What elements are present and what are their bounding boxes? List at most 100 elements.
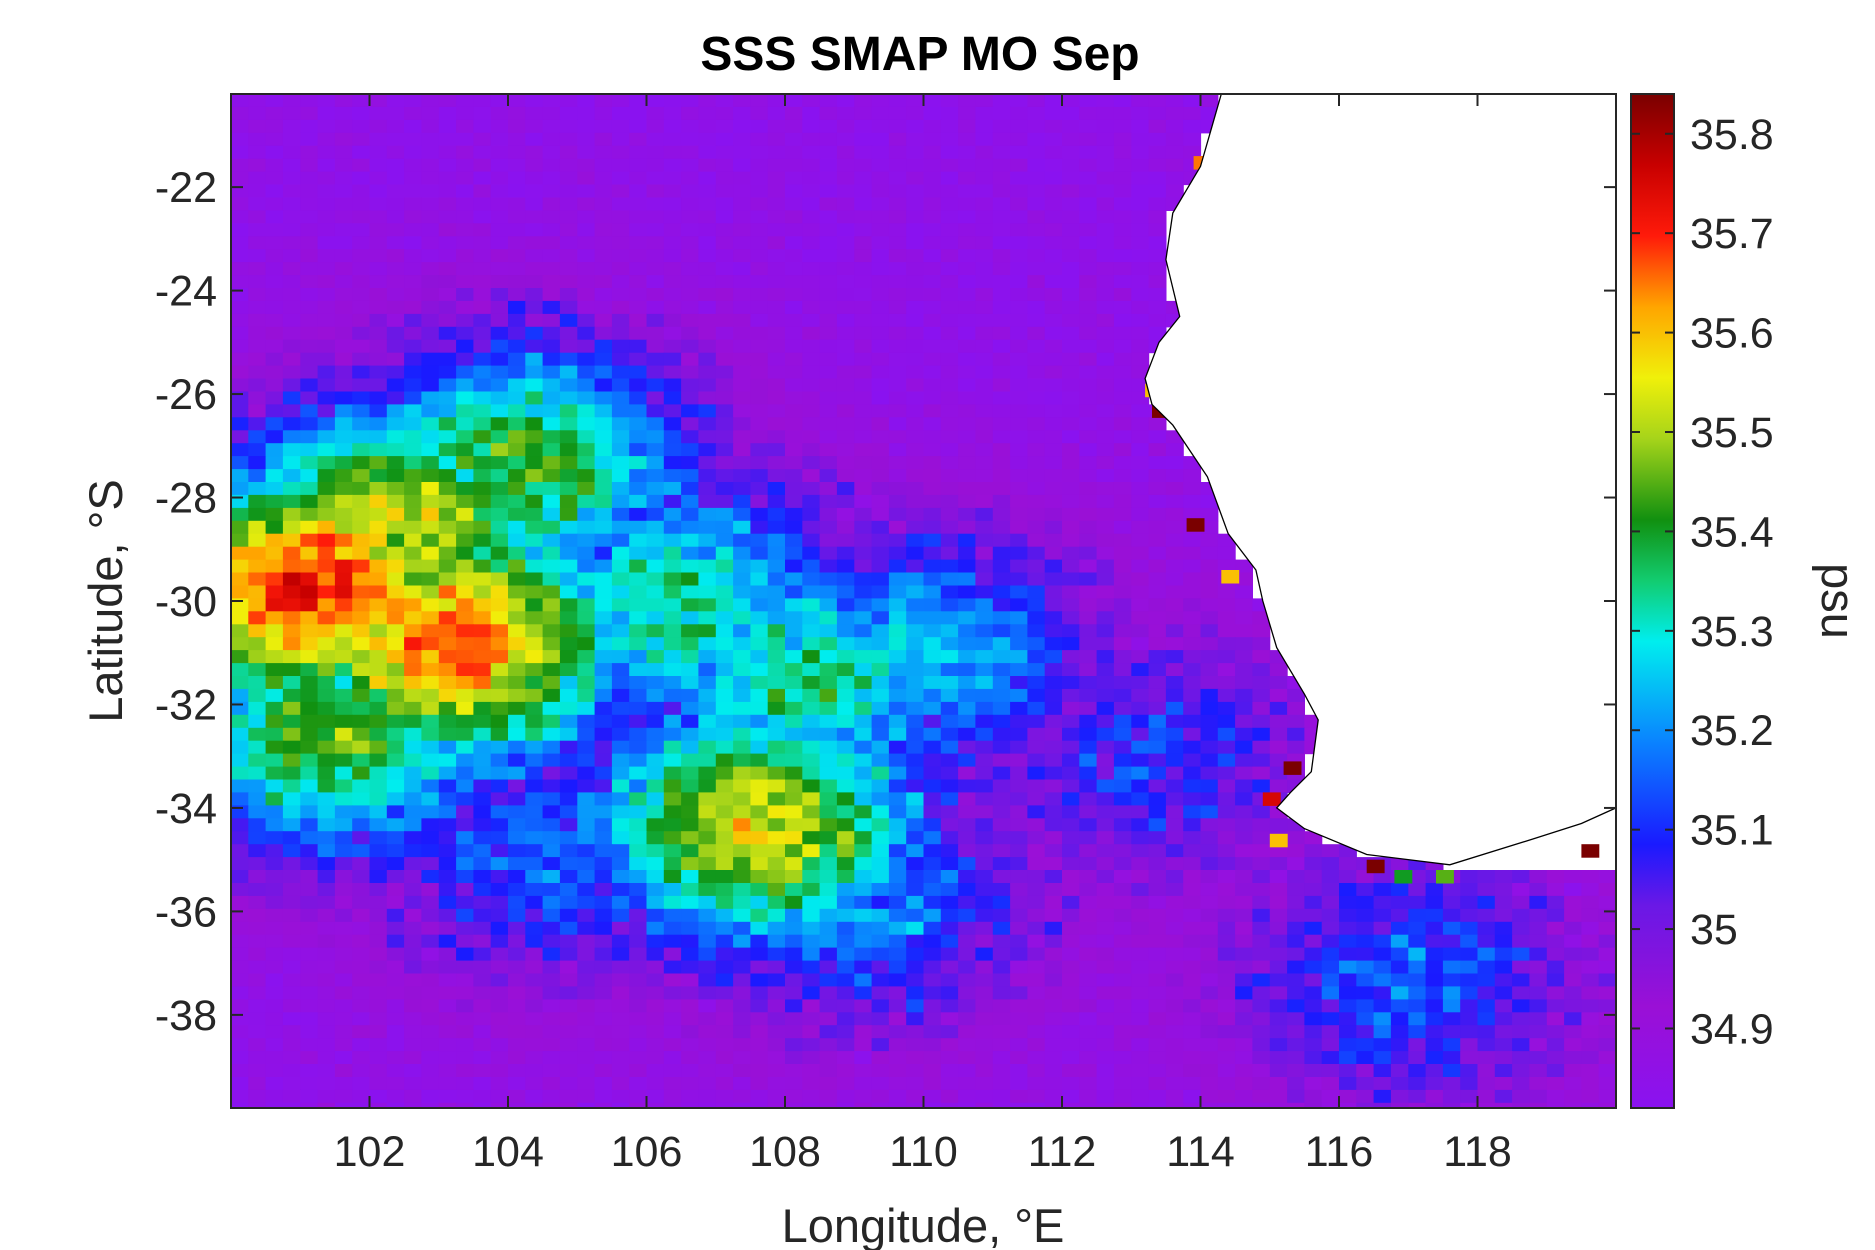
heatmap-cell bbox=[1200, 494, 1219, 509]
heatmap-cell bbox=[1113, 210, 1132, 224]
heatmap-cell bbox=[715, 908, 734, 923]
heatmap-cell bbox=[559, 249, 578, 263]
heatmap-cell bbox=[369, 637, 388, 651]
heatmap-cell bbox=[629, 1038, 648, 1052]
heatmap-cell bbox=[629, 158, 648, 173]
heatmap-cell bbox=[404, 818, 422, 832]
heatmap-cell bbox=[1010, 663, 1028, 677]
heatmap-cell bbox=[1044, 1012, 1063, 1026]
heatmap-cell bbox=[265, 313, 284, 328]
heatmap-cell bbox=[802, 1012, 821, 1026]
heatmap-cell bbox=[404, 546, 422, 561]
heatmap-cell bbox=[663, 637, 682, 651]
heatmap-cell bbox=[265, 197, 284, 211]
heatmap-cell bbox=[421, 585, 440, 599]
heatmap-cell bbox=[802, 106, 821, 121]
heatmap-cell bbox=[1339, 921, 1357, 936]
heatmap-cell bbox=[404, 805, 422, 819]
heatmap-cell bbox=[975, 598, 994, 612]
heatmap-cell bbox=[1062, 1012, 1080, 1026]
heatmap-cell bbox=[1062, 766, 1080, 781]
heatmap-cell bbox=[334, 844, 353, 858]
heatmap-cell bbox=[611, 753, 630, 768]
heatmap-cell bbox=[577, 494, 596, 509]
heatmap-cell bbox=[525, 171, 544, 186]
heatmap-cell bbox=[282, 676, 301, 690]
heatmap-cell bbox=[992, 844, 1011, 858]
heatmap-cell bbox=[525, 753, 544, 768]
heatmap-cell bbox=[733, 533, 751, 548]
heatmap-cell bbox=[559, 1089, 578, 1104]
heatmap-cell bbox=[1062, 533, 1080, 548]
heatmap-cell bbox=[542, 650, 561, 664]
heatmap-cell bbox=[490, 482, 509, 496]
heatmap-cell bbox=[1321, 895, 1340, 910]
heatmap-cell bbox=[369, 663, 388, 677]
heatmap-cell bbox=[663, 947, 682, 962]
heatmap-cell bbox=[386, 546, 405, 561]
heatmap-cell bbox=[542, 1102, 561, 1108]
heatmap-cell bbox=[1079, 908, 1098, 923]
heatmap-cell bbox=[352, 883, 371, 897]
heatmap-cell bbox=[1252, 844, 1271, 858]
heatmap-cell bbox=[1010, 1089, 1028, 1104]
heatmap-cell bbox=[750, 184, 769, 198]
heatmap-cell bbox=[1044, 598, 1063, 612]
heatmap-cell bbox=[750, 585, 769, 599]
heatmap-cell bbox=[473, 650, 492, 664]
heatmap-cell bbox=[629, 249, 648, 263]
heatmap-cell bbox=[265, 378, 284, 392]
heatmap-cell bbox=[940, 1102, 959, 1108]
heatmap-cell bbox=[940, 300, 959, 315]
heatmap-cell bbox=[785, 546, 803, 561]
heatmap-cell bbox=[369, 482, 388, 496]
heatmap-cell bbox=[698, 352, 717, 367]
heatmap-cell bbox=[836, 158, 855, 173]
heatmap-cell bbox=[663, 1012, 682, 1026]
heatmap-cell bbox=[923, 766, 942, 781]
heatmap-cell bbox=[1027, 766, 1046, 781]
heatmap-cell bbox=[871, 94, 890, 108]
heatmap-cell bbox=[508, 106, 526, 121]
heatmap-cell bbox=[975, 365, 994, 380]
heatmap-cell bbox=[386, 430, 405, 444]
heatmap-cell bbox=[646, 145, 665, 160]
heatmap-cell bbox=[542, 753, 561, 768]
heatmap-cell bbox=[594, 300, 613, 315]
heatmap-cell bbox=[1529, 947, 1548, 962]
heatmap-cell bbox=[594, 158, 613, 173]
heatmap-cell bbox=[231, 132, 249, 147]
heatmap-cell bbox=[1217, 844, 1236, 858]
heatmap-cell bbox=[888, 482, 907, 496]
heatmap-cell bbox=[1217, 908, 1236, 923]
heatmap-cell bbox=[958, 895, 976, 910]
heatmap-cell bbox=[958, 507, 976, 522]
heatmap-cell bbox=[1183, 482, 1202, 496]
heatmap-cell bbox=[940, 197, 959, 211]
heatmap-cell bbox=[1477, 973, 1496, 987]
heatmap-cell bbox=[663, 300, 682, 315]
heatmap-cell bbox=[1217, 870, 1236, 884]
heatmap-cell bbox=[888, 598, 907, 612]
heatmap-cell bbox=[1235, 611, 1253, 625]
heatmap-cell bbox=[456, 352, 474, 367]
heatmap-cell bbox=[767, 494, 786, 509]
heatmap-cell bbox=[1460, 1051, 1479, 1065]
heatmap-cell bbox=[1096, 1089, 1115, 1104]
heatmap-cell bbox=[733, 921, 751, 936]
heatmap-cell bbox=[369, 921, 388, 936]
heatmap-cell bbox=[646, 831, 665, 845]
heatmap-cell bbox=[923, 197, 942, 211]
heatmap-cell bbox=[958, 960, 976, 975]
heatmap-cell bbox=[992, 1077, 1011, 1091]
heatmap-cell bbox=[265, 585, 284, 599]
heatmap-cell bbox=[577, 857, 596, 871]
heatmap-cell bbox=[282, 1012, 301, 1026]
heatmap-cell bbox=[646, 999, 665, 1013]
heatmap-cell bbox=[958, 844, 976, 858]
heatmap-cell bbox=[317, 766, 336, 781]
heatmap-cell bbox=[611, 1051, 630, 1065]
heatmap-cell bbox=[490, 197, 509, 211]
heatmap-cell bbox=[1010, 844, 1028, 858]
heatmap-cell bbox=[386, 908, 405, 923]
